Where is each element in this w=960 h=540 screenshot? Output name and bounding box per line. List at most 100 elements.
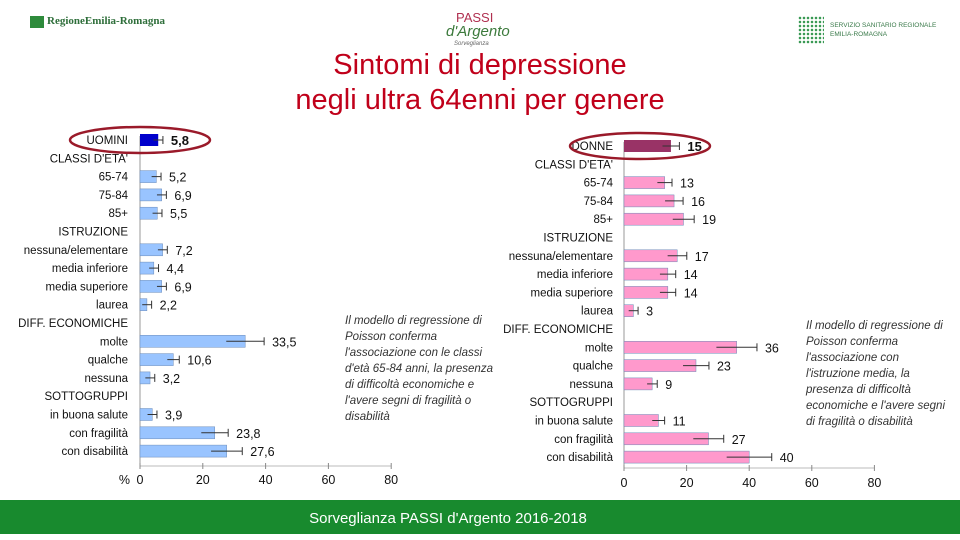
men-row-label: laurea — [96, 300, 129, 312]
women-row-label: SOTTOGRUPPI — [530, 397, 614, 409]
women-value-label: 19 — [702, 213, 716, 227]
logo-argento-text: d'Argento — [446, 23, 510, 40]
men-value-label: 5,5 — [170, 207, 187, 221]
men-value-label: 33,5 — [272, 335, 296, 349]
women-value-label: 15 — [687, 139, 701, 154]
men-row-label: in buona salute — [50, 410, 128, 422]
ssr-dot-grid-icon — [798, 16, 824, 44]
men-row-label: nessuna/elementare — [24, 245, 128, 257]
logo-sorveglianza-text: Sorveglianza — [454, 41, 489, 47]
men-value-label: 3,9 — [165, 409, 182, 423]
men-row-label: nessuna — [85, 373, 129, 385]
passi-argento-logo: PASSI d'Argento Sorveglianza — [436, 8, 516, 48]
women-regression-note: Il modello di regressione di Poisson con… — [806, 320, 945, 428]
men-bar — [140, 134, 159, 146]
men-x-tick-label: 80 — [384, 473, 398, 487]
men-chart: UOMINI 5,8 CLASSI D'ETA' 65-74 5,2 75-84 6,9 85… — [18, 125, 398, 487]
women-row-label: 75-84 — [584, 196, 614, 208]
women-x-tick-label: 60 — [805, 476, 819, 490]
women-row-label: 65-74 — [584, 178, 614, 190]
men-row-label: 85+ — [108, 208, 128, 220]
women-total-highlight-ring — [568, 131, 712, 161]
women-x-tick-label: 20 — [680, 476, 694, 490]
men-row-label: con fragilità — [69, 428, 128, 440]
title-line-2: negli ultra 64enni per genere — [295, 84, 665, 116]
women-row-label: DONNE — [571, 141, 613, 153]
men-value-label: 6,9 — [174, 189, 191, 203]
men-x-tick-label: 40 — [259, 473, 273, 487]
women-row-label: media inferiore — [537, 269, 613, 281]
women-row-label: media superiore — [531, 287, 613, 299]
regione-logo-text: RegioneEmilia-Romagna — [47, 15, 165, 27]
women-row-label: molte — [585, 342, 613, 354]
men-value-label: 5,2 — [169, 171, 186, 185]
men-x-tick-label: 20 — [196, 473, 210, 487]
women-bar — [624, 140, 671, 152]
men-value-label: 27,6 — [250, 445, 274, 459]
women-row-label: qualche — [573, 361, 613, 373]
men-row-label: 65-74 — [99, 172, 129, 184]
women-value-label: 23 — [717, 360, 731, 374]
women-row-label: nessuna — [570, 379, 614, 391]
women-value-label: 3 — [646, 305, 653, 319]
women-value-label: 9 — [665, 378, 672, 392]
men-row-label: media inferiore — [52, 263, 128, 275]
women-x-tick-label: 40 — [742, 476, 756, 490]
ssr-logo-line2: EMILIA-ROMAGNA — [830, 31, 888, 38]
slide-title: Sintomi di depressione negli ultra 64enn… — [200, 48, 760, 118]
women-x-tick-label: 80 — [867, 476, 881, 490]
title-line-1: Sintomi di depressione — [333, 49, 627, 81]
women-value-label: 14 — [684, 286, 698, 300]
women-x-tick-label: 0 — [621, 476, 628, 490]
women-row-label: con fragilità — [554, 434, 613, 446]
men-x-tick-label: 60 — [321, 473, 335, 487]
women-chart: DONNE 15 CLASSI D'ETA' 65-74 13 75-84 16 85+ 19 I… — [503, 131, 881, 490]
regione-logo-icon — [30, 16, 44, 28]
men-row-label: media superiore — [46, 281, 128, 293]
regione-emilia-romagna-logo: RegioneEmilia-Romagna — [30, 14, 165, 32]
women-value-label: 16 — [691, 195, 705, 209]
men-value-label: 6,9 — [174, 280, 191, 294]
servizio-sanitario-logo: SERVIZIO SANITARIO REGIONALE EMILIA-ROMA… — [798, 16, 938, 46]
women-row-label: ISTRUZIONE — [543, 233, 613, 245]
men-row-label: molte — [100, 336, 128, 348]
ssr-logo-line1: SERVIZIO SANITARIO REGIONALE — [830, 22, 937, 29]
men-row-label: qualche — [88, 355, 128, 367]
men-value-label: 10,6 — [187, 354, 211, 368]
men-row-label: con disabilità — [62, 446, 129, 458]
women-value-label: 36 — [765, 341, 779, 355]
men-row-label: UOMINI — [86, 135, 128, 147]
women-row-label: 85+ — [593, 214, 613, 226]
men-value-label: 3,2 — [163, 372, 180, 386]
women-value-label: 17 — [695, 250, 709, 264]
women-row-label: laurea — [581, 306, 614, 318]
women-value-label: 27 — [732, 433, 746, 447]
women-row-label: in buona salute — [535, 416, 613, 428]
men-row-label: DIFF. ECONOMICHE — [18, 318, 128, 330]
depression-by-gender-charts: UOMINI 5,8 CLASSI D'ETA' 65-74 5,2 75-84 6,9 85… — [18, 125, 881, 490]
men-total-highlight-ring — [68, 125, 212, 155]
women-value-label: 14 — [684, 268, 698, 282]
logo-passi-text: PASSI — [456, 10, 494, 25]
men-row-label: SOTTOGRUPPI — [45, 391, 129, 403]
men-row-label: CLASSI D'ETA' — [50, 153, 128, 165]
women-row-label: nessuna/elementare — [509, 251, 613, 263]
women-value-label: 11 — [673, 415, 686, 429]
women-row-label: con disabilità — [547, 452, 614, 464]
footer: Sorveglianza PASSI d'Argento 2016-2018 — [0, 500, 960, 540]
men-row-label: 75-84 — [99, 190, 129, 202]
men-regression-note: Il modello di regressione di Poisson con… — [345, 315, 493, 423]
men-row-label: ISTRUZIONE — [58, 227, 128, 239]
men-value-label: 4,4 — [167, 262, 184, 276]
women-row-label: CLASSI D'ETA' — [535, 159, 613, 171]
men-value-label: 7,2 — [175, 244, 192, 258]
men-value-label: 2,2 — [160, 299, 177, 313]
men-value-label: 5,8 — [171, 133, 189, 148]
footer-bar — [0, 500, 960, 534]
footer-text: Sorveglianza PASSI d'Argento 2016-2018 — [309, 510, 587, 527]
men-value-label: 23,8 — [236, 427, 260, 441]
men-x-tick-label: 0 — [137, 473, 144, 487]
men-unit-label: % — [119, 473, 130, 487]
women-value-label: 13 — [680, 177, 694, 191]
women-row-label: DIFF. ECONOMICHE — [503, 324, 613, 336]
